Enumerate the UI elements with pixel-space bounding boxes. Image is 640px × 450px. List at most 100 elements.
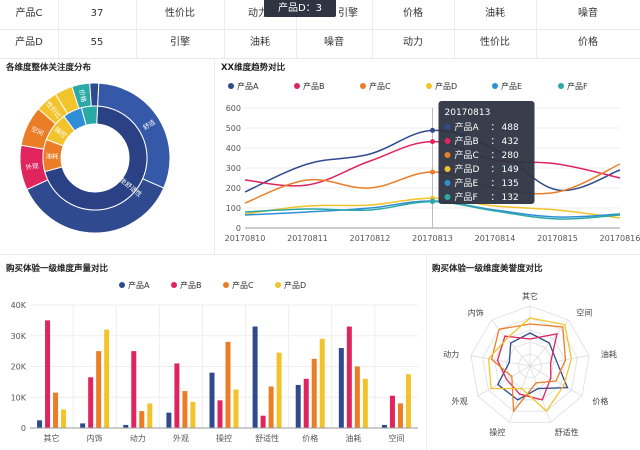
line-xtick-label: 20170815 [537, 234, 578, 243]
table-divider [58, 0, 59, 58]
radar-grid-ring [482, 317, 578, 412]
line-xtick-label: 20170813 [412, 234, 453, 243]
bar-legend-label: 产品B [180, 280, 202, 290]
line-tooltip-name: 产品B [455, 135, 479, 147]
table-cell: 动力 [248, 8, 268, 19]
bar-xtick-label: 舒适性 [255, 433, 279, 443]
bar-ytick-label: 30K [11, 332, 27, 341]
bar-xtick-label: 操控 [216, 433, 232, 443]
bar-title: 购买体验一级维度声量对比 [6, 264, 109, 274]
bar-产品D [233, 389, 239, 428]
line-legend-label: 产品F [567, 81, 588, 91]
bar-产品B [45, 320, 51, 428]
line-point [430, 127, 435, 133]
bar-产品D [147, 403, 153, 428]
table-divider [224, 0, 225, 58]
line-tooltip-name: 产品F [455, 191, 478, 203]
bar-legend-marker [223, 282, 229, 288]
bar-产品D [362, 378, 368, 428]
bar-xtick-label: 其它 [44, 433, 60, 443]
radar-axis-label: 外观 [452, 396, 468, 406]
line-point [430, 139, 435, 145]
radar-axis-label: 动力 [443, 349, 459, 359]
line-legend-label: 产品D [435, 81, 457, 91]
line-point [430, 169, 435, 175]
table-cell: 价格 [578, 37, 598, 48]
bar-产品C [182, 391, 188, 428]
radar-axis-label: 舒适性 [555, 427, 579, 437]
radar-axis-label: 空间 [576, 307, 592, 317]
line-ytick-label: 300 [226, 164, 241, 173]
bar-产品A [37, 420, 43, 428]
table-divider [372, 0, 373, 58]
bar-产品C [268, 386, 274, 428]
table-cell: 动力 [403, 37, 423, 48]
bar-ytick-label: 20K [11, 363, 27, 372]
bar-产品B [174, 363, 180, 428]
table-divider [136, 0, 137, 58]
bar-产品C [354, 366, 360, 428]
donut-title: 各维度整体关注度分布 [6, 63, 92, 73]
donut-inner-slice-label: 油耗 [45, 151, 59, 161]
line-tooltip-name: 产品A [455, 121, 480, 133]
line-tooltip-name: 产品D [455, 163, 480, 175]
line-tooltip-marker [444, 138, 451, 144]
table-cell: 油耗 [485, 8, 505, 19]
line-legend-marker [360, 83, 366, 89]
table-cell: 产品D [15, 37, 43, 48]
line-tooltip-sep: ： [491, 137, 500, 147]
bar-产品B [303, 378, 309, 428]
table-cell: 37 [90, 8, 104, 19]
line-tooltip-sep: ： [491, 179, 500, 189]
bar-xtick-label: 油耗 [345, 433, 361, 443]
line-ytick-label: 400 [226, 144, 241, 153]
line-tooltip-date: 20170813 [445, 108, 491, 118]
bar-产品B [346, 326, 352, 428]
line-tooltip-value: 432 [502, 137, 519, 147]
donut-panel: 各维度整体关注度分布 舒适 外观 空间 性价比 价格 乘坐舒适性 油耗 操控 [0, 58, 215, 255]
bar-产品A [252, 326, 258, 428]
bar-xtick-label: 内饰 [87, 433, 103, 443]
line-legend-marker [426, 83, 432, 89]
table-cell: 噪音 [578, 8, 598, 19]
line-legend-label: 产品B [303, 81, 325, 91]
line-tooltip-sep: ： [491, 151, 500, 161]
line-ytick-label: 200 [226, 184, 241, 193]
table-cell: 引擎 [338, 8, 358, 19]
radar-axis-label: 价格 [592, 396, 608, 406]
bar-legend-label: 产品A [128, 280, 150, 290]
line-legend-label: 产品A [237, 81, 259, 91]
line-tooltip-marker [444, 180, 451, 186]
radar-axis-line [529, 355, 590, 367]
table-cell: 油耗 [250, 37, 270, 48]
radar-series-产品D [487, 317, 573, 413]
table-row: 产品D 55 引擎 油耗 噪音 动力 性价比 价格 [0, 29, 640, 59]
bar-产品B [88, 377, 94, 428]
line-ytick-label: 0 [236, 224, 241, 233]
radar-axis-line [470, 355, 531, 367]
radar-axis-label: 内饰 [468, 307, 484, 317]
bar-legend-marker [119, 282, 125, 288]
line-point [430, 199, 435, 205]
bar-产品C [311, 358, 317, 428]
bar-产品A [338, 348, 344, 428]
line-ytick-label: 500 [226, 124, 241, 133]
donut-inner-slice [80, 105, 99, 126]
table-cell: 引擎 [170, 37, 190, 48]
bar-legend-label: 产品D [284, 280, 306, 290]
line-tooltip-value: 132 [502, 193, 519, 203]
bar-产品D [190, 401, 196, 428]
donut-outer-slice-label: 价格 [77, 88, 88, 103]
line-xtick-label: 20170812 [350, 234, 391, 243]
bar-产品A [381, 424, 387, 428]
bar-legend-marker [275, 282, 281, 288]
bar-产品B [389, 395, 395, 428]
bar-ytick-label: 10K [11, 393, 27, 402]
bar-产品C [96, 351, 102, 428]
line-legend-label: 产品C [369, 81, 391, 91]
line-xtick-label: 20170810 [225, 234, 266, 243]
table-cell: 55 [90, 37, 104, 48]
line-xtick-label: 20170816 [600, 234, 640, 243]
